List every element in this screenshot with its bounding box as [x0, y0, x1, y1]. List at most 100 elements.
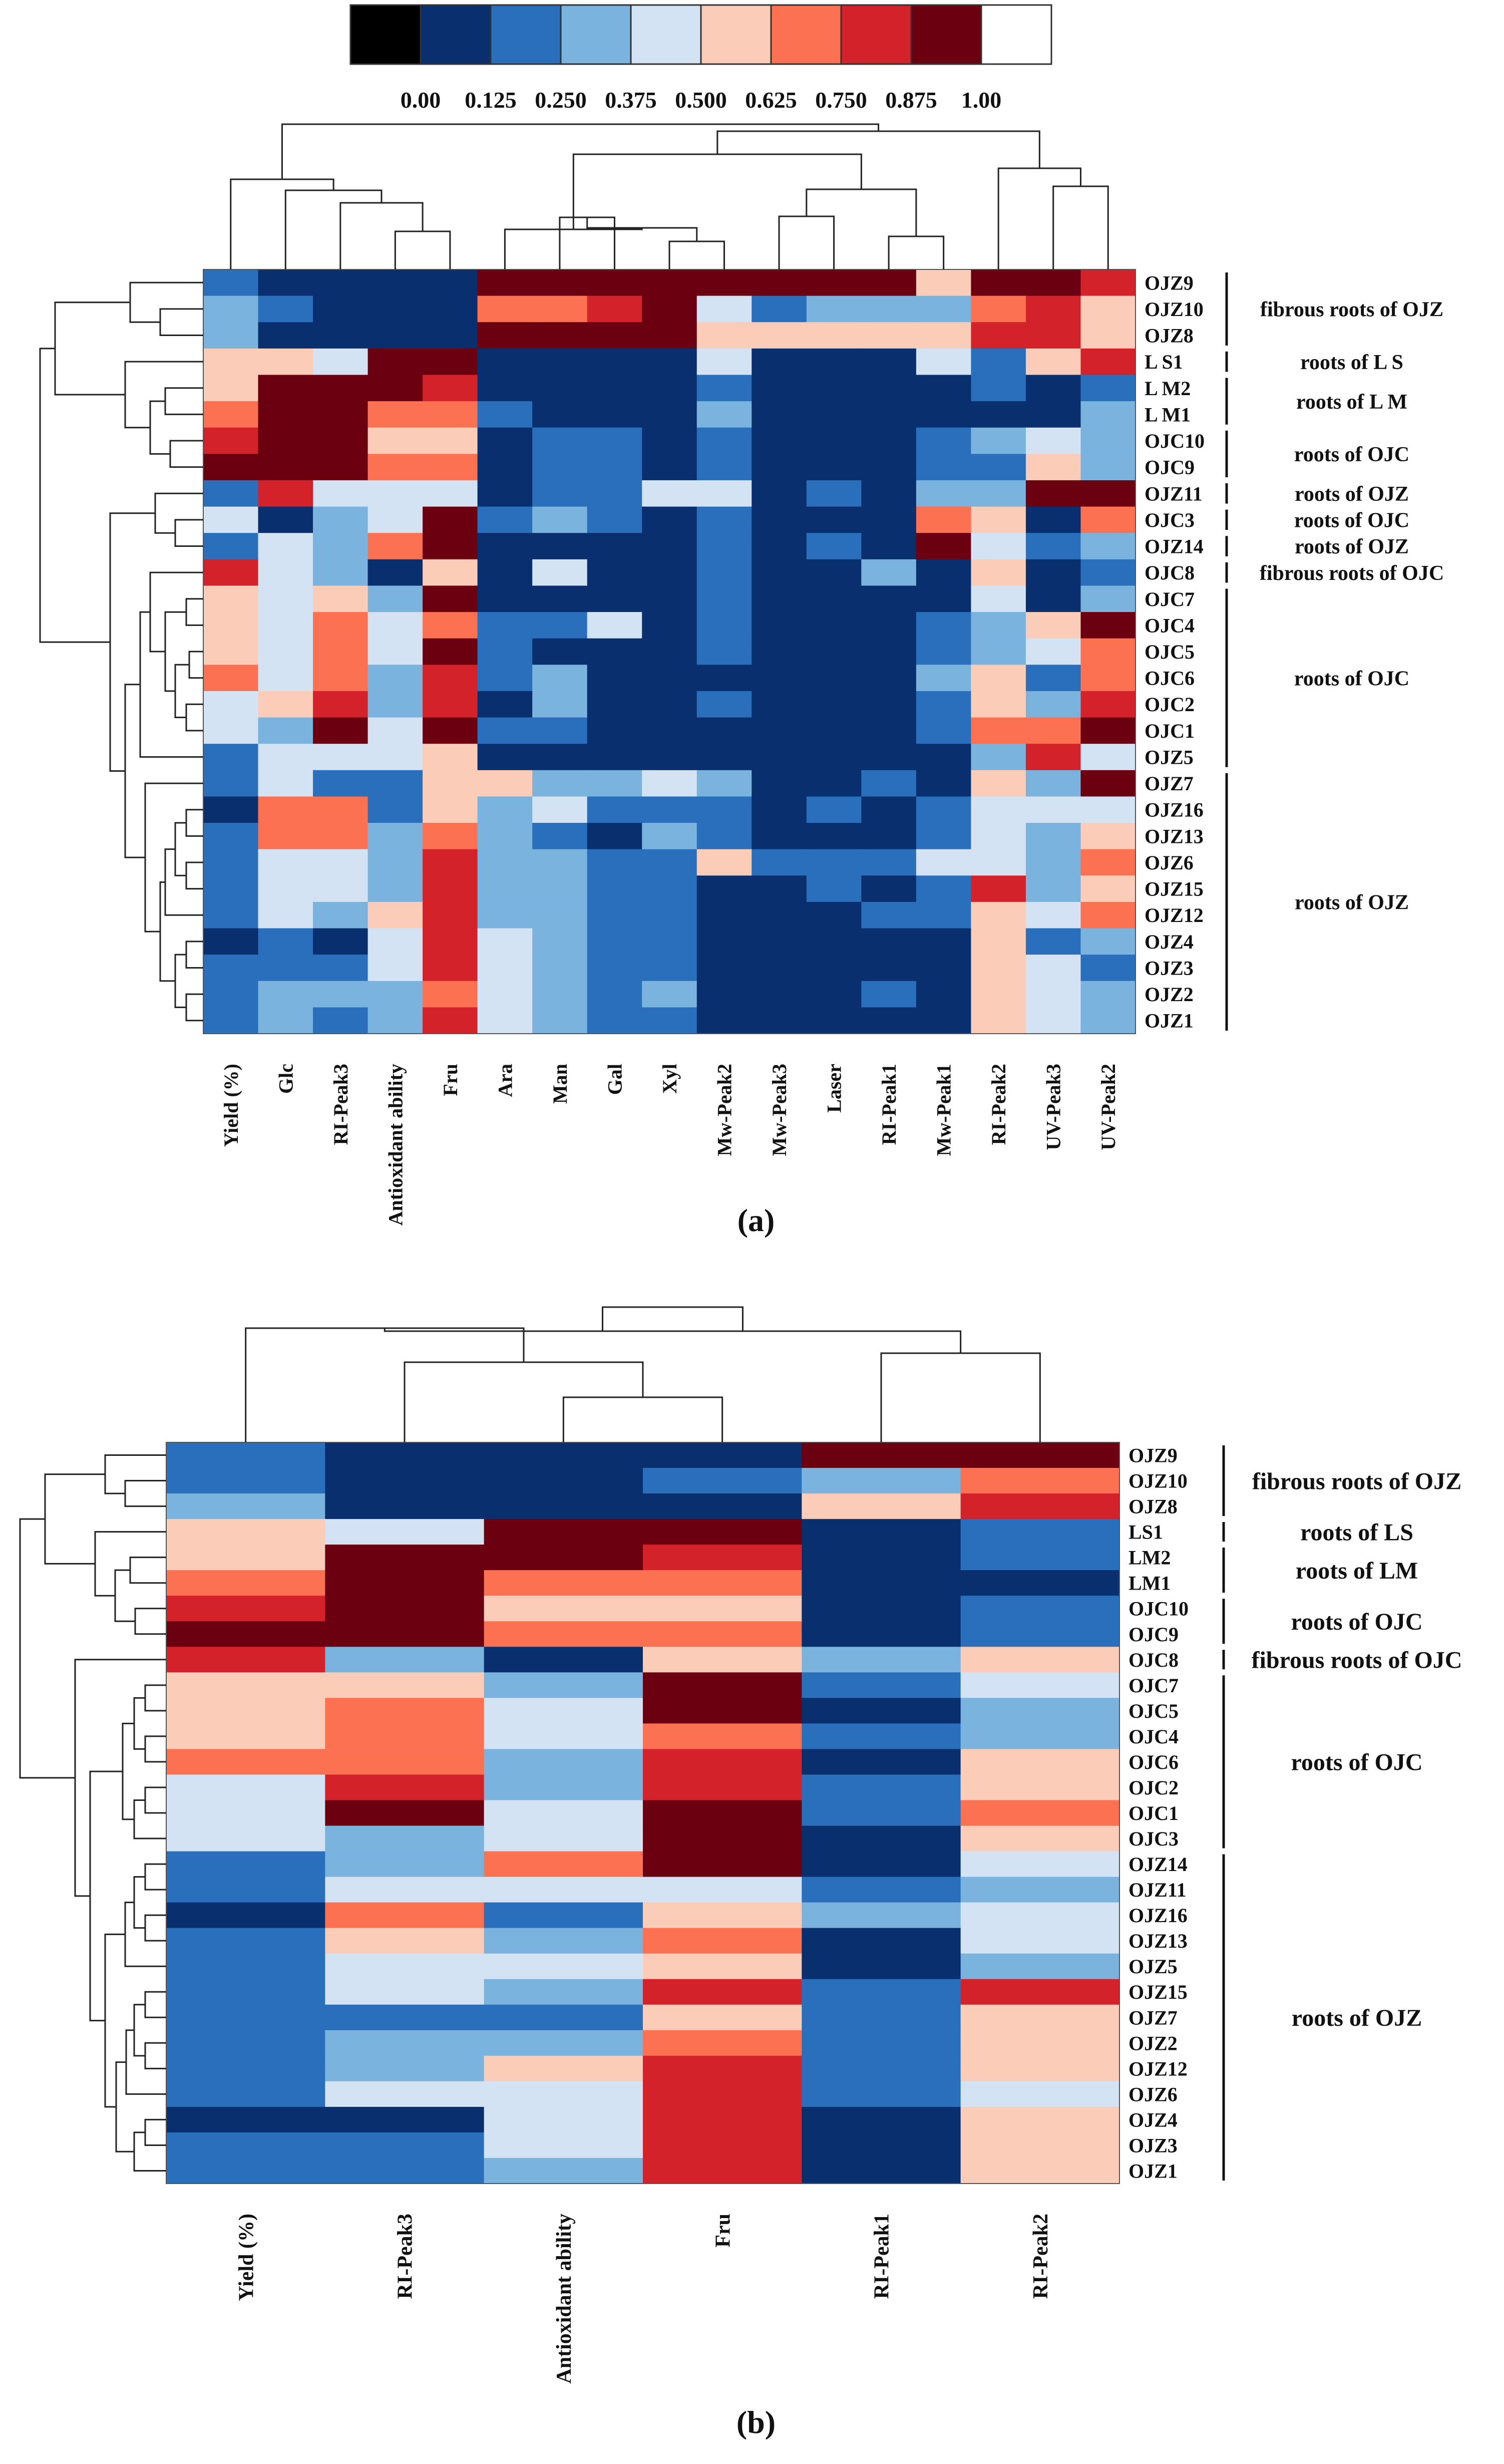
dendrogram-link [185, 809, 203, 837]
heatmap-cell [971, 823, 1026, 850]
dendrogram-link [562, 1396, 723, 1442]
heatmap-cell [696, 770, 752, 797]
heatmap-cell [484, 1698, 643, 1724]
heatmap-cell [806, 849, 862, 876]
heatmap-cell [258, 665, 313, 692]
heatmap-cell [802, 1545, 961, 1571]
heatmap-cell [642, 585, 697, 612]
heatmap-cell [325, 1979, 485, 2005]
heatmap-cell [642, 375, 697, 402]
heatmap-cell [802, 2106, 961, 2133]
row-label: OJC5 [1145, 641, 1195, 663]
heatmap-cell [806, 559, 862, 586]
heatmap-cell [313, 348, 368, 376]
dendrogram-link [888, 235, 945, 269]
row-label: OJZ13 [1145, 825, 1204, 847]
heatmap-cell [325, 1519, 485, 1545]
column-label: RI-Peak3 [394, 2214, 417, 2299]
heatmap-cell [423, 559, 478, 586]
heatmap-cell [258, 638, 313, 665]
column-label: UV-Peak3 [1042, 1064, 1065, 1150]
heatmap-cell [916, 928, 972, 955]
heatmap-cell [532, 638, 588, 665]
group-label: roots of OJZ [1295, 483, 1409, 506]
heatmap-cell [861, 928, 917, 955]
heatmap-cell [367, 1007, 423, 1034]
legend-tick-label: 0.625 [745, 87, 797, 113]
heatmap-cell [643, 1468, 802, 1494]
heatmap-cell [1080, 1007, 1136, 1034]
heatmap-cell [642, 770, 697, 797]
heatmap-cell [587, 375, 642, 402]
heatmap-cell [861, 612, 917, 639]
heatmap-cell [751, 401, 807, 428]
heatmap-cell [1025, 770, 1081, 797]
heatmap-cell [1080, 322, 1136, 349]
heatmap-cell [1080, 559, 1136, 586]
heatmap-cell [313, 823, 368, 850]
heatmap-cell [960, 2158, 1120, 2184]
heatmap-cell [367, 691, 423, 718]
heatmap-cell [477, 928, 533, 955]
column-dendrogram [230, 123, 1109, 269]
heatmap-cell [423, 717, 478, 744]
row-label: OJC6 [1129, 1751, 1179, 1773]
column-label: Gal [603, 1064, 626, 1095]
heatmap-cell [751, 1007, 807, 1034]
heatmap-cell [367, 823, 423, 850]
heatmap-cell [642, 1007, 697, 1034]
dendrogram-link [154, 492, 203, 534]
heatmap-cell [802, 1851, 961, 1878]
heatmap-cell [325, 1570, 485, 1596]
dendrogram-link [124, 361, 203, 429]
heatmap-cell [313, 928, 368, 955]
heatmap-cell [587, 322, 642, 349]
heatmap-cell [203, 901, 259, 929]
heatmap-cell [861, 717, 917, 744]
heatmap-cell [642, 480, 697, 507]
heatmap-cell [587, 744, 642, 771]
heatmap-cell [960, 1647, 1120, 1673]
heatmap-cell [806, 295, 862, 323]
dendrogram-link [185, 703, 203, 732]
heatmap-cell [751, 770, 807, 797]
panel-label: (a) [737, 1202, 775, 1238]
row-label: OJZ5 [1145, 746, 1194, 768]
heatmap-cell [806, 585, 862, 612]
heatmap-cell [1025, 928, 1081, 955]
heatmap-cell [484, 2004, 643, 2031]
heatmap-cell [477, 295, 533, 323]
heatmap-cell [203, 981, 259, 1008]
heatmap-cell [751, 348, 807, 376]
heatmap-cell [587, 717, 642, 744]
heatmap-cell [642, 454, 697, 481]
legend-tick-label: 0.125 [465, 87, 517, 113]
heatmap-cell [696, 427, 752, 454]
heatmap-cell [806, 454, 862, 481]
heatmap-cell [313, 401, 368, 428]
dendrogram-link [124, 1480, 166, 1507]
heatmap-cell [325, 1877, 485, 1903]
row-label: OJZ1 [1145, 1010, 1194, 1032]
heatmap-cell [1080, 928, 1136, 955]
heatmap-cell [861, 823, 917, 850]
heatmap-cell [971, 796, 1026, 823]
heatmap-cell [325, 1468, 485, 1494]
row-label: OJZ1 [1129, 2160, 1178, 2182]
heatmap-cell [643, 1570, 802, 1596]
dendrogram-link [104, 1454, 166, 1494]
heatmap-cell [367, 875, 423, 902]
heatmap-cell [325, 1672, 485, 1698]
heatmap-cell [643, 2106, 802, 2133]
heatmap-cell [861, 1007, 917, 1034]
heatmap-cell [1080, 955, 1136, 982]
heatmap-cell [916, 454, 972, 481]
dendrogram-link [129, 1557, 166, 1584]
heatmap-cell [802, 1493, 961, 1519]
heatmap-cell [696, 717, 752, 744]
column-label: Mw-Peak2 [713, 1064, 736, 1156]
heatmap-cell [642, 427, 697, 454]
heatmap-cell [971, 770, 1026, 797]
heatmap-cell [861, 559, 917, 586]
row-label: OJZ4 [1129, 2108, 1178, 2131]
